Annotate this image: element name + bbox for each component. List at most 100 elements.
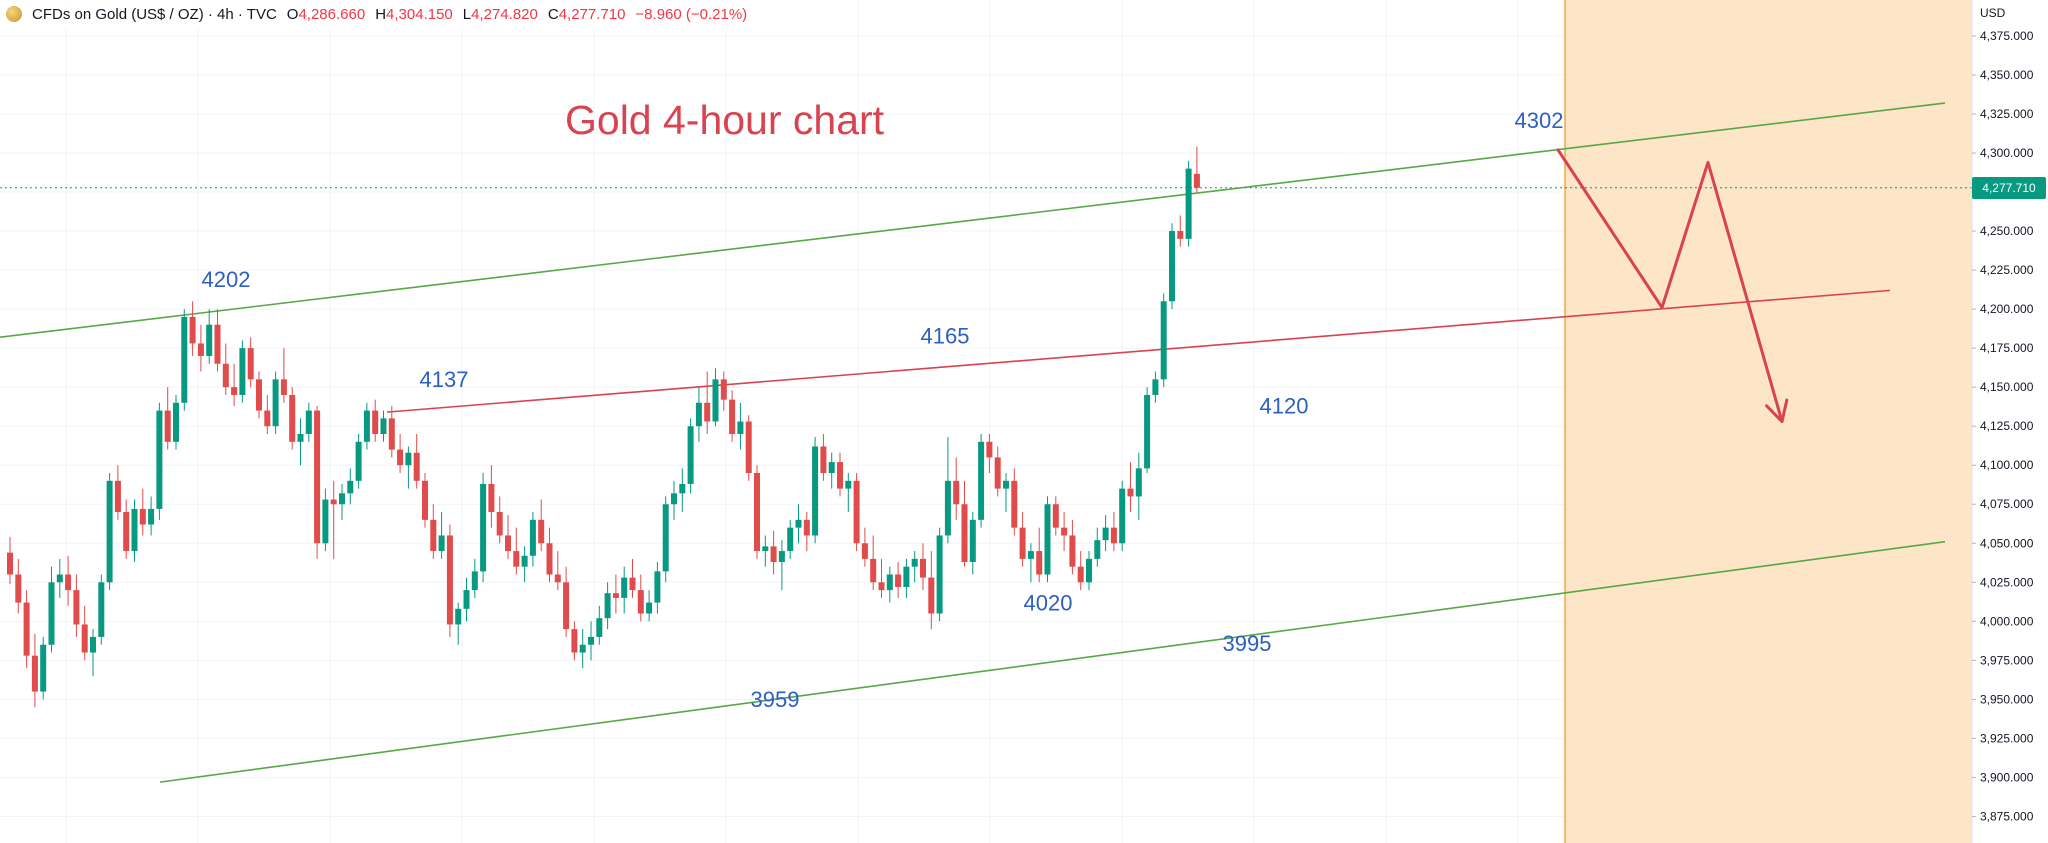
candle-body xyxy=(314,410,321,544)
candle xyxy=(579,629,586,669)
candle-body xyxy=(712,379,719,422)
candle xyxy=(712,368,719,427)
candle xyxy=(1094,527,1101,567)
candle xyxy=(496,496,503,544)
candle xyxy=(1185,160,1192,247)
candle-body xyxy=(380,418,387,434)
candle-body xyxy=(953,480,960,505)
candle xyxy=(90,629,96,676)
candle-body xyxy=(422,480,428,520)
candle xyxy=(173,394,179,450)
candle-body xyxy=(181,316,188,403)
candle xyxy=(189,301,196,356)
trendline-green-upper xyxy=(0,102,1946,338)
candle xyxy=(803,512,810,552)
candle xyxy=(488,465,495,528)
candle-body xyxy=(878,582,885,591)
candle xyxy=(131,499,138,562)
symbol-name: CFDs on Gold (US$ / OZ) · 4h · TVC xyxy=(32,5,277,23)
candle-body xyxy=(837,462,843,489)
candle xyxy=(380,410,387,442)
candle-body xyxy=(1019,527,1026,559)
candle xyxy=(679,468,686,513)
candle-body xyxy=(1127,488,1134,497)
candle-body xyxy=(1135,468,1142,497)
price-tick-label: 4,125.000 xyxy=(1980,419,2034,433)
candle-body xyxy=(729,399,736,434)
candle-body xyxy=(446,535,453,625)
candle-body xyxy=(612,593,619,598)
candle xyxy=(23,590,30,669)
candle xyxy=(355,433,362,489)
candle-body xyxy=(944,480,951,536)
chart-title: Gold 4-hour chart xyxy=(565,97,885,143)
candle xyxy=(206,309,213,364)
candle xyxy=(1019,512,1026,567)
price-tick-label: 4,100.000 xyxy=(1980,458,2034,472)
candle-body xyxy=(90,636,96,653)
candle-body xyxy=(745,421,752,474)
candle xyxy=(31,633,38,708)
candle-body xyxy=(247,348,254,380)
candle xyxy=(164,387,171,450)
candle xyxy=(612,574,619,614)
price-annotation-4302: 4302 xyxy=(1515,108,1564,133)
candle xyxy=(571,621,578,661)
candle-body xyxy=(197,343,204,356)
price-tick-label: 4,250.000 xyxy=(1980,224,2034,238)
candle xyxy=(231,363,238,406)
candle-body xyxy=(405,452,412,466)
candle-body xyxy=(173,402,179,442)
candle-body xyxy=(463,590,470,609)
candle xyxy=(148,496,155,536)
candle-body xyxy=(1177,231,1184,239)
candle xyxy=(853,473,860,552)
candle-body xyxy=(538,519,545,544)
candle xyxy=(588,621,594,661)
candle-body xyxy=(438,535,445,552)
candle xyxy=(347,468,354,505)
candle xyxy=(812,437,819,544)
candle xyxy=(1135,452,1142,520)
candle-body xyxy=(1077,566,1084,583)
candle-body xyxy=(770,546,777,562)
candle xyxy=(1044,496,1051,583)
candle xyxy=(446,524,453,637)
price-tick-label: 3,950.000 xyxy=(1980,692,2034,706)
candle-body xyxy=(156,410,163,509)
candle-body xyxy=(662,504,669,572)
candle xyxy=(671,480,677,520)
candle xyxy=(73,574,80,637)
candle-body xyxy=(1169,231,1175,302)
candle-body xyxy=(936,535,943,614)
low-value: 4,274.820 xyxy=(471,5,538,23)
price-tick-label: 4,025.000 xyxy=(1980,575,2034,589)
candle-body xyxy=(870,558,877,583)
symbol-legend[interactable]: CFDs on Gold (US$ / OZ) · 4h · TVC O4,28… xyxy=(0,0,758,28)
candle-body xyxy=(820,446,827,474)
candle-body xyxy=(40,644,47,692)
candle-body xyxy=(1119,488,1126,544)
candle xyxy=(305,402,312,442)
candle-body xyxy=(280,379,287,395)
candle-body xyxy=(56,574,63,583)
candle xyxy=(1152,371,1159,403)
candle xyxy=(944,437,951,544)
candle xyxy=(886,566,893,603)
candle-body xyxy=(1086,558,1092,583)
candle xyxy=(762,535,769,567)
candle-body xyxy=(687,426,694,484)
candle xyxy=(114,465,121,520)
candle-body xyxy=(289,394,296,442)
candle xyxy=(737,402,744,450)
candle xyxy=(720,371,727,411)
candle-body xyxy=(853,480,860,544)
candle xyxy=(820,433,827,481)
candle-body xyxy=(1152,379,1159,395)
candle-body xyxy=(1027,551,1034,559)
candle xyxy=(15,558,22,614)
currency-label: USD xyxy=(1980,6,2006,20)
price-tick-label: 4,375.000 xyxy=(1980,29,2034,43)
